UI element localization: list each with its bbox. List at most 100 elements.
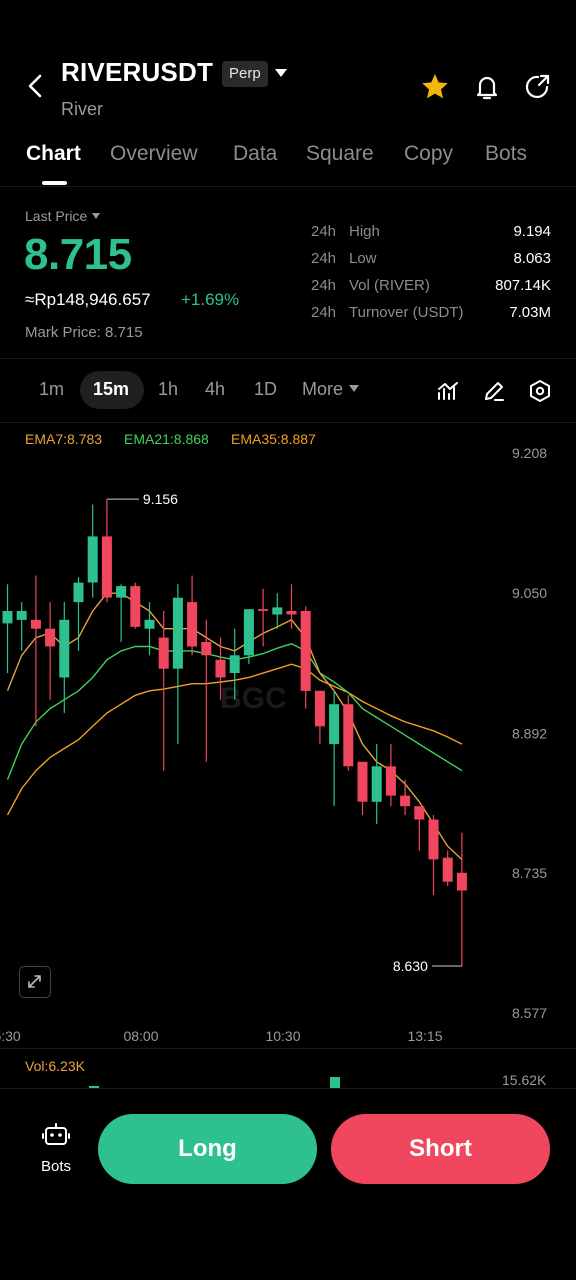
candle-body bbox=[30, 619, 41, 629]
candle-body bbox=[201, 642, 212, 656]
ema21-label: EMA21:8.868 bbox=[124, 431, 209, 447]
long-button[interactable]: Long bbox=[98, 1114, 317, 1184]
timeframe-more[interactable]: More bbox=[302, 379, 360, 400]
candle-body bbox=[371, 766, 382, 802]
candlestick-chart[interactable]: BGC 9.156 8.630 9.208 9.050 8.892 8.735 8.577 05… bbox=[0, 420, 576, 1060]
volume-bar bbox=[330, 1077, 340, 1089]
candle-body bbox=[229, 655, 240, 673]
price-axis-label: 8.892 bbox=[512, 725, 547, 741]
timeframe-15m[interactable]: 15m bbox=[93, 379, 130, 399]
header: RIVERUSDT Perp River bbox=[0, 0, 576, 130]
bots-button[interactable] bbox=[30, 1120, 82, 1155]
timeframe-bar: 1m 15m 1h 4h 1D More bbox=[0, 366, 576, 414]
star-icon[interactable] bbox=[420, 72, 450, 102]
candle-body bbox=[243, 609, 254, 656]
pair-dropdown-icon[interactable] bbox=[275, 69, 287, 77]
candle-body bbox=[456, 872, 467, 891]
timeframe-more-label: More bbox=[302, 379, 344, 399]
time-axis-label: 08:00 bbox=[123, 1028, 158, 1044]
timeframe-1d[interactable]: 1D bbox=[254, 379, 278, 399]
tab-data[interactable]: Data bbox=[233, 142, 278, 165]
time-axis-label: 10:30 bbox=[265, 1028, 300, 1044]
tab-bots[interactable]: Bots bbox=[485, 142, 528, 165]
price-axis-label: 8.577 bbox=[512, 1005, 547, 1021]
candle-body bbox=[158, 637, 169, 669]
low-marker-label: 8.630 bbox=[393, 958, 428, 974]
candle-body bbox=[45, 628, 56, 647]
candle-body bbox=[215, 659, 226, 678]
pair-subtitle: River bbox=[61, 99, 104, 119]
main-tabs: Chart Overview Data Square Copy Bots bbox=[0, 138, 576, 186]
candle-body bbox=[442, 857, 453, 882]
stat-value: 7.03M bbox=[509, 304, 551, 321]
last-price-selector[interactable]: Last Price bbox=[25, 208, 101, 224]
divider bbox=[0, 186, 576, 187]
stat-period: 24h bbox=[311, 250, 337, 267]
expand-chart-button[interactable] bbox=[19, 966, 51, 998]
tab-overview[interactable]: Overview bbox=[110, 142, 198, 165]
divider bbox=[0, 422, 576, 423]
tab-square[interactable]: Square bbox=[306, 142, 374, 165]
tab-copy[interactable]: Copy bbox=[404, 142, 454, 165]
price-change: +1.69% bbox=[181, 290, 240, 309]
stat-value: 807.14K bbox=[495, 277, 551, 294]
candle-body bbox=[258, 609, 269, 611]
timeframe-1h[interactable]: 1h bbox=[158, 379, 179, 399]
stat-label: Low bbox=[349, 250, 377, 267]
short-button[interactable]: Short bbox=[331, 1114, 550, 1184]
pair-title[interactable]: RIVERUSDT bbox=[61, 57, 214, 87]
stat-value: 9.194 bbox=[513, 223, 551, 240]
timeframe-1m[interactable]: 1m bbox=[39, 379, 65, 399]
stat-row-low: 24h Low 8.063 bbox=[311, 250, 551, 270]
ema35-label: EMA35:8.887 bbox=[231, 431, 316, 447]
robot-icon bbox=[42, 1123, 70, 1145]
candle-body bbox=[286, 611, 297, 615]
tab-chart[interactable]: Chart bbox=[26, 142, 81, 165]
bell-icon[interactable] bbox=[472, 72, 502, 102]
candle-body bbox=[414, 806, 425, 820]
stat-label: High bbox=[349, 223, 380, 240]
candle-body bbox=[385, 766, 396, 796]
stat-period: 24h bbox=[311, 277, 337, 294]
volume-max-label: 15.62K bbox=[502, 1072, 547, 1088]
last-price-caret-icon bbox=[92, 213, 101, 219]
time-axis-label: 13:15 bbox=[407, 1028, 442, 1044]
stat-period: 24h bbox=[311, 304, 337, 321]
stat-row-turnover: 24h Turnover (USDT) 7.03M bbox=[311, 304, 551, 324]
candle-body bbox=[187, 602, 198, 647]
candle-body bbox=[314, 690, 325, 727]
divider bbox=[0, 1048, 576, 1049]
watermark-logo: BGC bbox=[220, 682, 287, 715]
timeframe-4h[interactable]: 4h bbox=[205, 379, 226, 399]
ema7-label: EMA7:8.783 bbox=[25, 431, 103, 447]
candle-body bbox=[357, 761, 368, 802]
time-axis-label: 05:30 bbox=[0, 1028, 21, 1044]
settings-hex-icon[interactable] bbox=[528, 379, 552, 403]
stat-row-volume: 24h Vol (RIVER) 807.14K bbox=[311, 277, 551, 297]
stat-row-high: 24h High 9.194 bbox=[311, 223, 551, 243]
candle-body bbox=[272, 607, 283, 615]
volume-bar bbox=[89, 1086, 99, 1089]
share-icon[interactable] bbox=[523, 72, 553, 102]
indicators-icon[interactable] bbox=[436, 379, 460, 403]
candle-body bbox=[87, 536, 98, 583]
candle-body bbox=[144, 619, 155, 629]
price-axis-label: 8.735 bbox=[512, 865, 547, 881]
back-icon[interactable] bbox=[22, 72, 50, 100]
more-caret-icon bbox=[349, 385, 360, 392]
candle-body bbox=[400, 795, 411, 807]
stat-label: Turnover (USDT) bbox=[349, 304, 464, 321]
price-axis-label: 9.208 bbox=[512, 445, 547, 461]
high-marker-label: 9.156 bbox=[143, 491, 178, 507]
active-tab-indicator bbox=[42, 181, 67, 185]
draw-pencil-icon[interactable] bbox=[482, 379, 506, 403]
bots-label: Bots bbox=[40, 1158, 71, 1175]
candle-body bbox=[300, 611, 311, 691]
volume-label: Vol:6.23K bbox=[25, 1058, 85, 1074]
candle-body bbox=[59, 619, 70, 678]
perp-badge: Perp bbox=[222, 61, 268, 87]
candle-body bbox=[2, 611, 13, 624]
last-price-value: 8.715 bbox=[24, 230, 132, 279]
candle-body bbox=[329, 704, 340, 745]
candle-body bbox=[428, 819, 439, 860]
